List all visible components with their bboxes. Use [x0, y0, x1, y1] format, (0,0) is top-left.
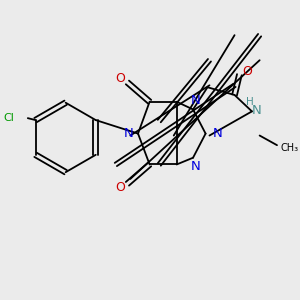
Text: N: N [124, 127, 133, 140]
Text: N: N [191, 94, 201, 107]
Text: O: O [115, 72, 124, 85]
Text: N: N [191, 160, 201, 173]
Text: O: O [242, 65, 252, 78]
Text: O: O [115, 181, 124, 194]
Text: H: H [246, 97, 254, 107]
Text: N: N [212, 127, 222, 140]
Text: N: N [252, 104, 262, 117]
Text: Cl: Cl [3, 113, 14, 123]
Text: CH₃: CH₃ [281, 143, 299, 153]
